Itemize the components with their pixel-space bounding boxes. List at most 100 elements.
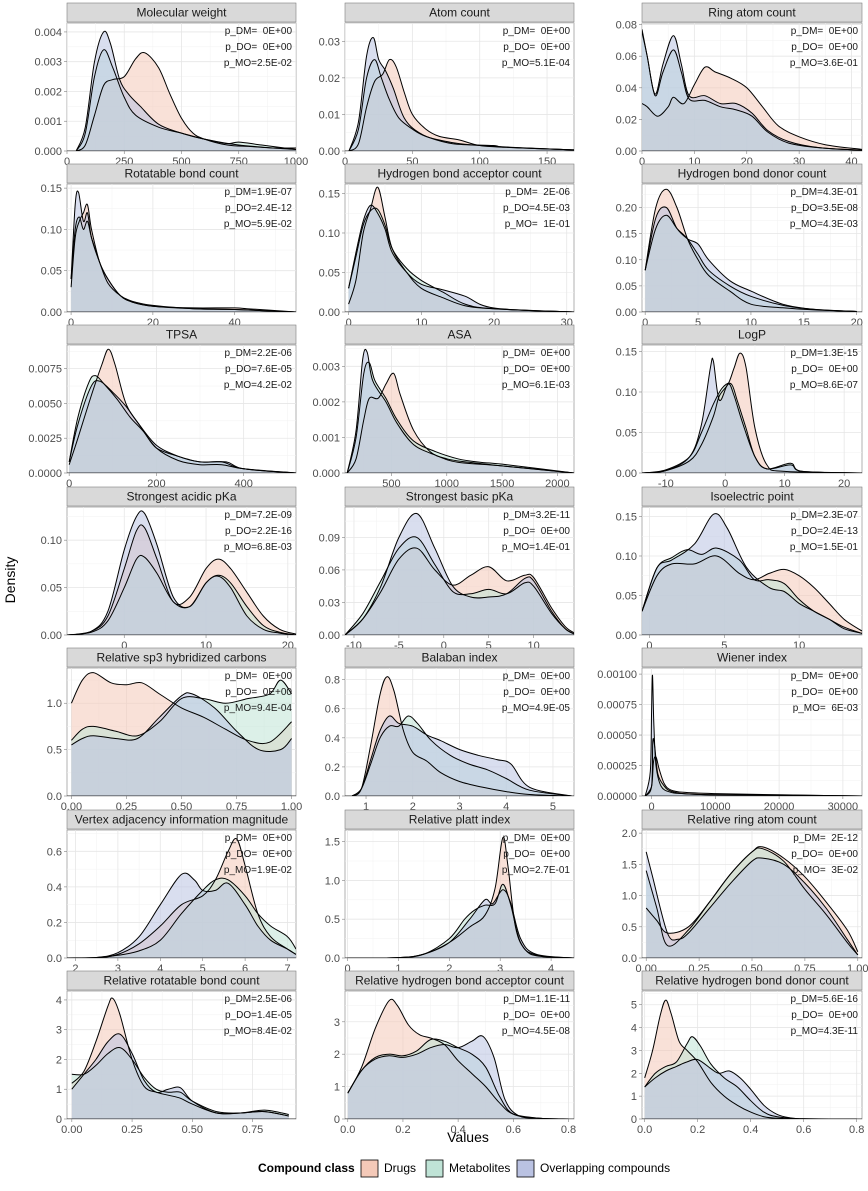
- chart-panel: Relative platt index 0 1 2 3 4 0.0 0.5 1.0 1.5 p_D…: [325, 809, 575, 975]
- x-tick-label: 0: [64, 156, 70, 168]
- x-tick-label: 0.75: [242, 1124, 263, 1136]
- y-tick-label: 0.05: [319, 267, 340, 279]
- p-value-annotation: p_DM=7.2E-09: [224, 510, 292, 521]
- x-tick-label: -5: [394, 640, 404, 652]
- x-tick-label: 5: [721, 640, 727, 652]
- p-value-annotation: p_DO= 0E+00: [225, 849, 292, 860]
- density-areas: [642, 513, 862, 635]
- density-areas: [70, 672, 293, 796]
- p-value-annotation: p_DO= 0E+00: [791, 687, 858, 698]
- y-tick-label: 0.001: [312, 432, 340, 444]
- density-line-drugs: [644, 756, 862, 796]
- density-line-overlapping-compounds: [68, 380, 296, 473]
- p-value-annotation: p_DM= 0E+00: [791, 671, 859, 682]
- strip-label: Atom count: [429, 6, 490, 20]
- density-line-metabolites: [67, 877, 296, 958]
- strip: [344, 809, 575, 830]
- chart-panel: Relative hydrogen bond acceptor count 0.0…: [334, 970, 576, 1136]
- strip: [641, 809, 863, 830]
- x-tick-label: 0.4: [450, 1124, 465, 1136]
- x-tick-label: 0: [722, 478, 728, 490]
- y-tick-label: 0.05: [616, 281, 637, 293]
- y-tick-label: 0.15: [616, 229, 637, 241]
- x-tick-label: 0.8: [561, 1124, 576, 1136]
- y-tick-label: 2: [334, 1049, 340, 1061]
- y-tick-label: 0.0025: [28, 433, 62, 445]
- y-tick-label: 0.000: [312, 468, 340, 480]
- density-line-metabolites: [351, 715, 572, 796]
- density-line-overlapping-compounds: [348, 37, 574, 151]
- y-tick-label: 0: [56, 1114, 62, 1126]
- y-tick-label: 0.05: [41, 583, 62, 595]
- density-areas: [68, 348, 296, 473]
- density-area-overlapping-compounds: [347, 349, 574, 473]
- density-line-drugs: [642, 555, 862, 632]
- density-areas: [345, 512, 574, 635]
- p-value-annotation: p_DM=1.1E-11: [503, 994, 570, 1005]
- x-tick-label: 5: [200, 963, 206, 975]
- y-tick-label: 0.003: [312, 361, 340, 373]
- y-tick-label: 0.10: [616, 387, 637, 399]
- y-tick-label: 0.00075: [597, 700, 637, 712]
- y-tick-label: 0.2: [47, 917, 62, 929]
- y-tick-label: 1.5: [325, 837, 340, 849]
- density-areas: [644, 674, 862, 796]
- p-value-annotation: p_DM=2.3E-07: [790, 510, 858, 521]
- y-tick-label: 1: [56, 1084, 62, 1096]
- y-tick-label: 0: [334, 1114, 340, 1126]
- x-tick-label: 4: [503, 801, 509, 813]
- strip-label: Relative hydrogen bond acceptor count: [355, 974, 564, 988]
- chart-panel: Strongest basic pKa-10 -5 0 5 100.000.030.06…: [319, 486, 575, 652]
- density-area-overlapping-compounds: [71, 692, 292, 796]
- x-tick-label: 0.4: [743, 1124, 758, 1136]
- density-line-overlapping-compounds: [351, 715, 572, 796]
- strip-label: Rotatable bond count: [124, 167, 239, 181]
- y-tick-label: 0.00025: [597, 761, 637, 773]
- y-tick-label: 0.00100: [597, 669, 637, 681]
- density-line-overlapping-compounds: [348, 204, 574, 312]
- density-line-overlapping-compounds: [642, 357, 862, 473]
- p-value-annotation: p_DO= 0E+00: [503, 849, 570, 860]
- density-line-drugs: [346, 372, 574, 473]
- y-tick-label: 0: [631, 1114, 637, 1126]
- x-tick-label: 0: [642, 317, 648, 329]
- density-areas: [642, 352, 862, 473]
- y-tick-label: 0.00: [319, 307, 340, 319]
- p-value-annotation: p_MO=3.6E-01: [790, 58, 859, 69]
- density-areas: [346, 348, 574, 473]
- y-tick-label: 0.6: [47, 846, 62, 858]
- density-line-overlapping-compounds: [70, 190, 296, 312]
- y-tick-label: 0.10: [616, 255, 637, 267]
- x-tick-label: 0: [346, 317, 352, 329]
- density-areas: [70, 190, 296, 312]
- y-tick-label: 0.4: [47, 882, 62, 894]
- p-value-annotation: p_DO=2.2E-16: [225, 526, 292, 537]
- y-tick-label: 0.0: [47, 791, 62, 803]
- density-line-overlapping-compounds: [347, 1035, 569, 1119]
- y-tick-label: 3: [631, 1045, 637, 1057]
- p-value-annotation: p_DM= 0E+00: [503, 671, 571, 682]
- x-tick-label: 0: [639, 156, 645, 168]
- strip-label: Wiener index: [717, 651, 787, 665]
- density-line-metabolites: [75, 49, 296, 151]
- y-tick-label: 0.05: [41, 266, 62, 278]
- y-tick-label: 0.00: [41, 630, 62, 642]
- x-tick-label: 0.6: [796, 1124, 811, 1136]
- y-tick-label: 0.4: [325, 733, 340, 745]
- legend-key-drugs: [360, 1159, 379, 1178]
- p-value-annotation: p_MO=1.5E-01: [790, 542, 859, 553]
- density-line-metabolites: [347, 1038, 569, 1119]
- p-value-annotation: p_DO=7.6E-05: [225, 364, 292, 375]
- y-tick-label: 0.00050: [597, 730, 637, 742]
- strip: [344, 970, 575, 991]
- y-tick-label: 0.05: [616, 590, 637, 602]
- p-value-annotation: p_DO=3.5E-08: [791, 203, 858, 214]
- chart-panel: LogP-10 0 10 200.000.050.100.15 p_DM=1.3E-15…: [616, 324, 863, 490]
- gridlines: [642, 668, 862, 796]
- y-tick-label: 0.00: [616, 468, 637, 480]
- y-tick-label: 2: [631, 1068, 637, 1080]
- density-area-overlapping-compounds: [644, 1059, 857, 1119]
